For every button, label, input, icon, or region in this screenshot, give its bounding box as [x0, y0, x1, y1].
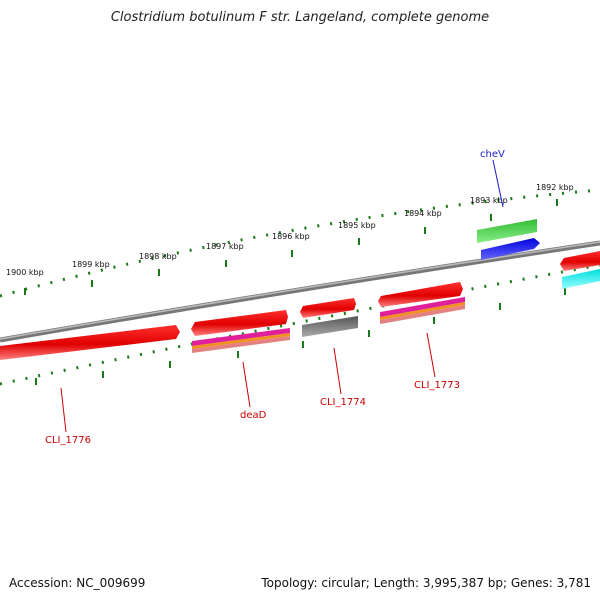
- ruler-labels: 1900 kbp 1899 kbp 1898 kbp 1897 kbp 1896…: [6, 183, 574, 277]
- leader-line-cli-1773: [426, 332, 436, 378]
- leader-line-cli-1774: [333, 347, 342, 395]
- cds-stripe-orange: [192, 333, 290, 349]
- ruler-label: 1892 kbp: [536, 183, 574, 192]
- gene-cds-cli-1776[interactable]: [0, 325, 180, 360]
- gene-label-cli-1773[interactable]: CLI_1773: [414, 380, 460, 391]
- ruler-label: 1895 kbp: [338, 221, 376, 230]
- outer-major-ticks: [24, 199, 558, 295]
- gene-cds-dead[interactable]: [191, 310, 288, 336]
- cds-stripe-orange: [380, 302, 465, 320]
- genome-summary-text: Topology: circular; Length: 3,995,387 bp…: [261, 576, 591, 590]
- ruler-label: 1897 kbp: [206, 242, 244, 251]
- gene-cds-cli-1774[interactable]: [300, 298, 356, 318]
- ruler-label: 1896 kbp: [272, 232, 310, 241]
- genome-backbone: [0, 240, 600, 343]
- ruler-label: 1893 kbp: [470, 196, 508, 205]
- cds-stripe-magenta: [380, 297, 465, 317]
- accession-text: Accession: NC_009699: [9, 576, 146, 590]
- leader-line-dead: [242, 361, 251, 408]
- gene-cds-right-cyan: [562, 269, 600, 289]
- map-title: Clostridium botulinum F str. Langeland, …: [110, 10, 490, 25]
- cds-stripe-salmon: [192, 336, 290, 353]
- gene-label-chev[interactable]: cheV: [480, 149, 505, 160]
- outer-ruler-track: [0, 188, 600, 298]
- gene-cds-right-red: [560, 251, 600, 271]
- cds-stripe-magenta: [192, 328, 290, 346]
- gene-cds-blue: [481, 238, 540, 260]
- inner-major-ticks: [35, 288, 566, 385]
- leader-line-cli-1776: [60, 387, 67, 433]
- ruler-label: 1900 kbp: [6, 268, 44, 277]
- gene-cds-cli-1774-gray: [302, 316, 358, 337]
- ruler-label: 1894 kbp: [404, 209, 442, 218]
- genome-backbone-highlight: [0, 241, 600, 340]
- leader-line-chev: [492, 159, 504, 208]
- gene-label-dead[interactable]: deaD: [240, 410, 267, 421]
- gene-cds-chev[interactable]: [477, 219, 537, 243]
- cds-stripe-salmon: [380, 305, 465, 324]
- gene-label-cli-1776[interactable]: CLI_1776: [45, 435, 91, 446]
- ruler-label: 1898 kbp: [139, 252, 177, 261]
- gene-cds-cli-1773[interactable]: [378, 282, 463, 307]
- gene-label-cli-1774[interactable]: CLI_1774: [320, 397, 366, 408]
- ruler-label: 1899 kbp: [72, 260, 110, 269]
